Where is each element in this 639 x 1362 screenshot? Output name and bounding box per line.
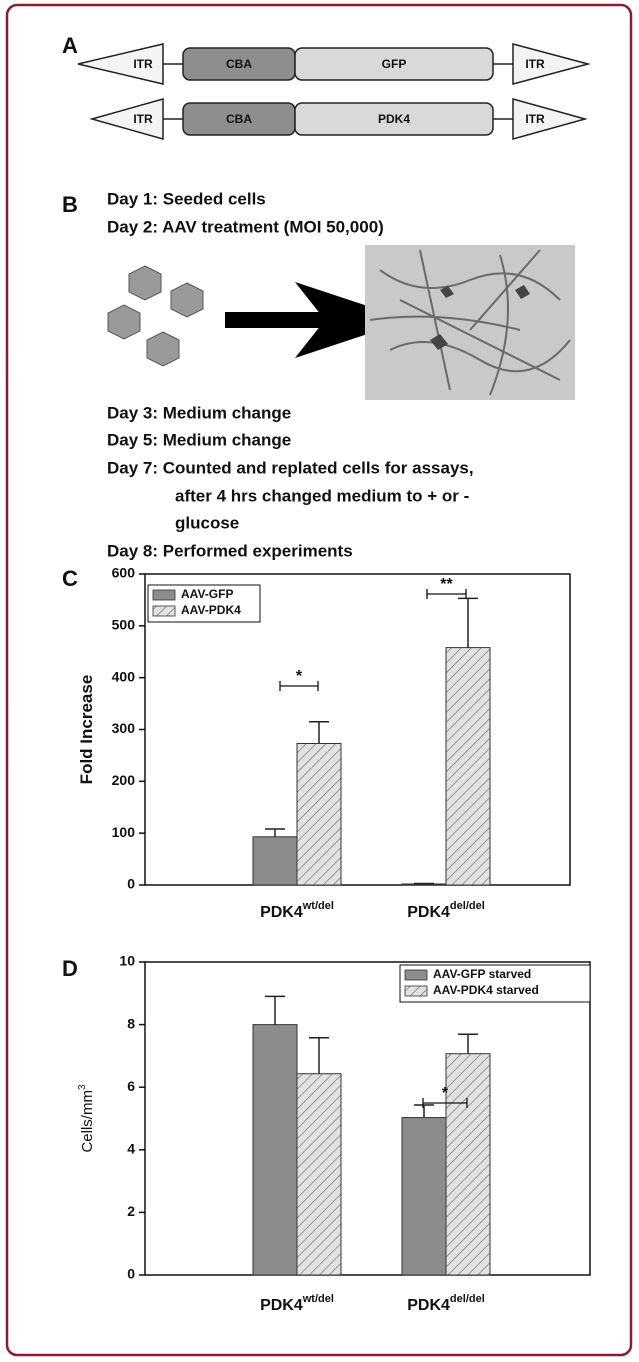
error-bar xyxy=(458,597,478,648)
y-tick-label: 10 xyxy=(119,953,135,969)
gene-label: PDK4 xyxy=(378,112,410,126)
legend-label: AAV-PDK4 starved xyxy=(433,983,539,997)
construct: ITR CBA PDK4 ITR xyxy=(89,98,588,140)
panel-label: B xyxy=(62,192,78,217)
y-axis-label-sup: 3 xyxy=(77,1084,88,1090)
bar xyxy=(445,1053,491,1276)
error-bar xyxy=(265,828,285,837)
construct: ITR CBA GFP ITR xyxy=(77,43,591,85)
category-sup: wt/del xyxy=(302,1293,334,1305)
protocol-step: after 4 hrs changed medium to + or - xyxy=(175,486,469,505)
y-tick-label: 500 xyxy=(112,617,136,633)
protocol-step: Day 5: Medium change xyxy=(107,430,291,449)
legend-label: AAV-GFP starved xyxy=(433,967,531,981)
category-name: PDK4 xyxy=(407,1297,450,1314)
significance-label: * xyxy=(442,1085,449,1102)
y-tick-label: 200 xyxy=(112,772,136,788)
bar xyxy=(252,1024,298,1276)
category-sup: del/del xyxy=(450,900,485,912)
plot-frame xyxy=(144,961,591,1276)
legend-box xyxy=(399,964,591,1003)
protocol-step: glucose xyxy=(175,513,239,532)
arrow xyxy=(225,282,410,358)
legend-label: AAV-GFP xyxy=(181,587,233,601)
y-tick-label: 4 xyxy=(127,1141,135,1157)
panel-label: A xyxy=(62,33,78,58)
y-tick-label: 2 xyxy=(127,1203,135,1219)
significance-bracket xyxy=(426,589,467,599)
y-tick-label: 8 xyxy=(127,1015,135,1031)
y-tick-label: 6 xyxy=(127,1078,135,1094)
itr-label: ITR xyxy=(133,57,153,71)
y-tick-label: 0 xyxy=(127,876,135,892)
x-tick-label: PDK4wt/del xyxy=(260,900,334,921)
significance-bracket xyxy=(279,681,319,691)
bar xyxy=(296,1073,342,1276)
protocol-step: Day 1: Seeded cells xyxy=(107,189,266,208)
itr-label: ITR xyxy=(525,57,545,71)
promoter-label: CBA xyxy=(226,57,252,71)
protocol-step: Day 7: Counted and replated cells for as… xyxy=(107,458,474,477)
legend-swatch xyxy=(152,605,176,617)
y-tick-label: 600 xyxy=(112,565,136,581)
y-tick-label: 100 xyxy=(112,824,136,840)
micrograph xyxy=(365,245,575,400)
error-bar xyxy=(414,1104,434,1118)
category-name: PDK4 xyxy=(407,904,450,921)
category-sup: wt/del xyxy=(302,900,334,912)
error-bar xyxy=(265,995,285,1025)
error-bar xyxy=(309,1036,329,1074)
legend-label: AAV-PDK4 xyxy=(181,603,241,617)
x-tick-label: PDK4del/del xyxy=(407,900,485,921)
bar xyxy=(296,742,342,886)
protocol-step: Day 8: Performed experiments xyxy=(107,541,353,560)
panel-label: C xyxy=(62,566,78,591)
legend-swatch xyxy=(404,985,428,997)
x-tick-label: PDK4del/del xyxy=(407,1293,485,1314)
panel-label: D xyxy=(62,956,78,981)
y-axis-label: Cells/mm3 xyxy=(77,1084,96,1153)
significance-bracket xyxy=(422,1098,468,1108)
itr-label: ITR xyxy=(133,112,153,126)
significance-label: ** xyxy=(440,576,453,593)
y-tick-label: 0 xyxy=(127,1266,135,1282)
bar xyxy=(445,647,491,886)
x-tick-label: PDK4wt/del xyxy=(260,1293,334,1314)
aav-particles xyxy=(107,265,204,367)
error-bar xyxy=(458,1033,478,1054)
y-axis-label-text: Cells/mm xyxy=(79,1090,96,1153)
gene-label: GFP xyxy=(382,57,407,71)
legend-swatch xyxy=(404,969,428,981)
bar xyxy=(252,836,298,886)
y-axis-label: Fold Increase xyxy=(77,675,96,785)
category-name: PDK4 xyxy=(260,1297,303,1314)
error-bar xyxy=(414,882,434,885)
y-axis-label-text: Fold Increase xyxy=(77,675,96,785)
error-bar xyxy=(309,720,329,744)
y-tick-label: 400 xyxy=(112,668,136,684)
bar xyxy=(401,1117,447,1276)
category-name: PDK4 xyxy=(260,904,303,921)
itr-label: ITR xyxy=(525,112,545,126)
category-sup: del/del xyxy=(450,1293,485,1305)
legend-swatch xyxy=(152,589,176,601)
protocol-step: Day 3: Medium change xyxy=(107,403,291,422)
protocol-step: Day 2: AAV treatment (MOI 50,000) xyxy=(107,217,384,236)
y-tick-label: 300 xyxy=(112,720,136,736)
promoter-label: CBA xyxy=(226,112,252,126)
significance-label: * xyxy=(296,668,303,685)
